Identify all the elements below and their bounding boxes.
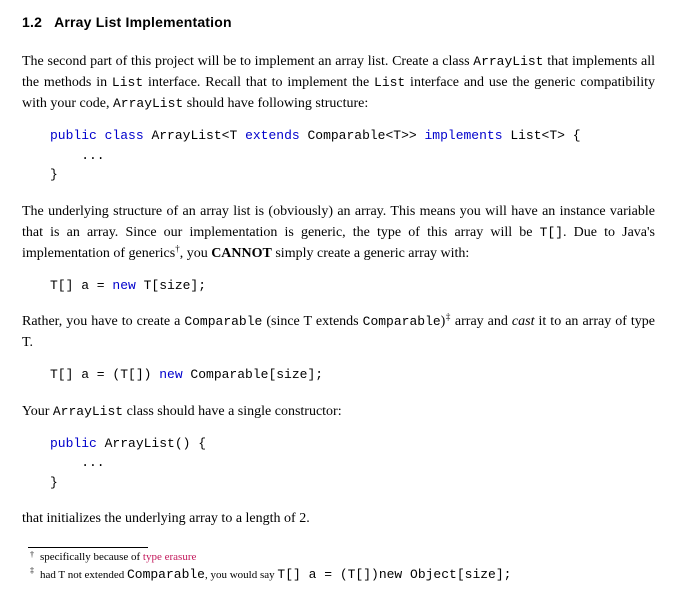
text-run: should have following structure: [183, 96, 368, 111]
code-text: T[] a = (T[]) [50, 367, 159, 382]
section-title: Array List Implementation [54, 14, 232, 30]
code-keyword: public [50, 436, 97, 451]
code-keyword: public [50, 128, 97, 143]
code-keyword: new [159, 367, 182, 382]
text-run: , you [180, 246, 212, 261]
footnote-mark-icon: ‡ [30, 566, 34, 577]
inline-code: Comparable [184, 314, 262, 329]
text-run: The second part of this project will be … [22, 54, 473, 69]
paragraph-3: Rather, you have to create a Comparable … [22, 311, 655, 353]
text-run: , you would say [205, 569, 277, 581]
text-run: interface. Recall that to implement the [143, 75, 374, 90]
text-run: specifically because of [40, 551, 143, 563]
footnote-rule [28, 547, 148, 548]
code-text: } [50, 167, 58, 182]
code-text: Comparable[size]; [183, 367, 323, 382]
footnote-link[interactable]: type erasure [143, 551, 196, 563]
code-text: ArrayList<T [144, 128, 245, 143]
footnotes: † specifically because of type erasure ‡… [22, 550, 655, 583]
inline-code: T[] a = (T[])new Object[size]; [277, 567, 511, 582]
code-text: ... [50, 148, 105, 163]
page: 1.2 Array List Implementation The second … [0, 0, 677, 593]
code-text: List<T> { [503, 128, 581, 143]
text-run: array and [451, 314, 512, 329]
code-text: T[size]; [136, 278, 206, 293]
section-heading: 1.2 Array List Implementation [22, 12, 655, 33]
inline-code: List [374, 75, 405, 90]
text-run: that initializes the underlying array to… [22, 511, 310, 526]
code-block-1: public class ArrayList<T extends Compara… [22, 126, 655, 185]
code-text: T[] a = [50, 278, 112, 293]
inline-code: ArrayList [53, 404, 123, 419]
text-run: simply create a generic array with: [272, 246, 469, 261]
code-text: ... [50, 455, 105, 470]
paragraph-5: that initializes the underlying array to… [22, 508, 655, 529]
inline-code: ArrayList [473, 54, 543, 69]
inline-code: Comparable [363, 314, 441, 329]
emphasis: CANNOT [211, 246, 272, 261]
paragraph-2: The underlying structure of an array lis… [22, 201, 655, 264]
inline-code: List [112, 75, 143, 90]
text-run: class should have a single constructor: [123, 404, 342, 419]
code-block-4: public ArrayList() { ... } [22, 434, 655, 493]
code-text: } [50, 475, 58, 490]
footnote-2: ‡ had T not extended Comparable, you wou… [40, 566, 655, 584]
footnote-1: † specifically because of type erasure [40, 550, 655, 565]
section-number: 1.2 [22, 14, 42, 30]
code-keyword: extends [245, 128, 300, 143]
footnote-mark-icon: † [30, 550, 34, 561]
code-text: ArrayList() { [97, 436, 206, 451]
paragraph-1: The second part of this project will be … [22, 51, 655, 114]
text-run: (since T extends [262, 314, 362, 329]
code-text: Comparable<T>> [300, 128, 425, 143]
paragraph-4: Your ArrayList class should have a singl… [22, 401, 655, 422]
inline-code: ArrayList [113, 96, 183, 111]
text-run: had T not extended [40, 569, 127, 581]
text-run: Your [22, 404, 53, 419]
text-run: Rather, you have to create a [22, 314, 184, 329]
inline-code: Comparable [127, 567, 205, 582]
inline-code: T[] [540, 225, 563, 240]
code-block-3: T[] a = (T[]) new Comparable[size]; [22, 365, 655, 385]
emphasis-italic: cast [512, 314, 535, 329]
code-keyword: class [105, 128, 144, 143]
code-keyword: new [112, 278, 135, 293]
code-block-2: T[] a = new T[size]; [22, 276, 655, 296]
code-keyword: implements [425, 128, 503, 143]
